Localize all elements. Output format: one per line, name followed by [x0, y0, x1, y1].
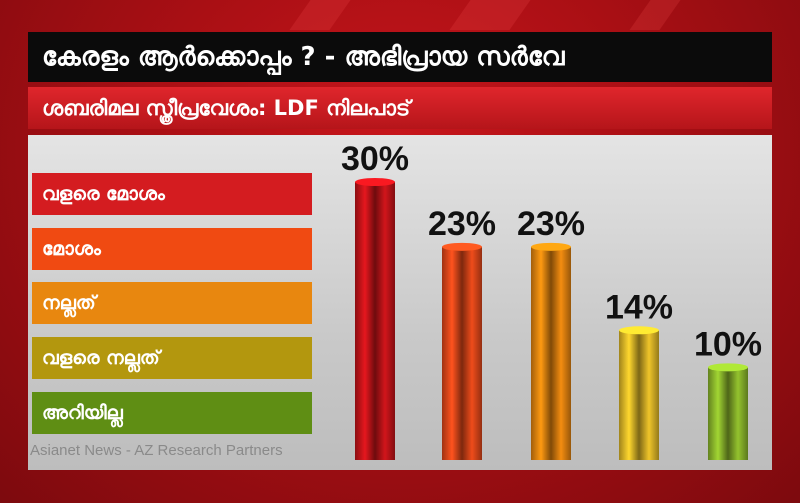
chart-subtitle: ശബരിമല സ്ത്രീപ്രവേശം: LDF നിലപാട് — [28, 87, 772, 129]
legend-item-bad: മോശം — [32, 228, 312, 270]
bar-1 — [355, 182, 395, 460]
bar-value-label-4: 14% — [605, 288, 673, 326]
bar-cap-1 — [355, 178, 395, 186]
bar-cap-2 — [442, 242, 482, 251]
legend-item-very-bad: വളരെ മോശം — [32, 173, 312, 215]
page-title: കേരളം ആർക്കൊപ്പം ? - അഭിപ്രായ സർവേ — [28, 32, 772, 82]
bar-cap-5 — [708, 363, 748, 372]
bar-4 — [619, 330, 659, 460]
bar-value-label-2: 23% — [428, 205, 496, 243]
bar-cap-3 — [531, 242, 571, 251]
bar-value-label-5: 10% — [694, 325, 762, 363]
bar-5 — [708, 367, 748, 460]
bar-cap-4 — [619, 326, 659, 335]
legend-item-good: നല്ലത് — [32, 282, 312, 324]
source-credit: Asianet News - AZ Research Partners — [30, 442, 283, 459]
bar-value-label-3: 23% — [517, 205, 585, 243]
legend-item-very-good: വളരെ നല്ലത് — [32, 337, 312, 379]
legend-item-dont-know: അറിയില്ല — [32, 392, 312, 434]
bar-2 — [442, 246, 482, 460]
bar-value-label-1: 30% — [341, 140, 409, 178]
bar-3 — [531, 246, 571, 460]
